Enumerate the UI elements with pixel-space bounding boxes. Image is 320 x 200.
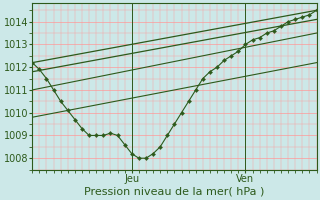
X-axis label: Pression niveau de la mer( hPa ): Pression niveau de la mer( hPa ) xyxy=(84,187,265,197)
